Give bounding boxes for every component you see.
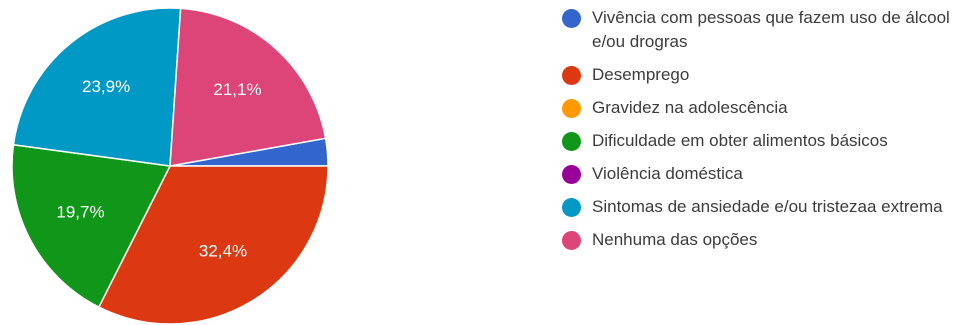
pie-slice-1[interactable] bbox=[97, 165, 329, 325]
legend-item-food-difficulty[interactable]: Dificuldade em obter alimentos básicos bbox=[562, 129, 962, 153]
legend-swatch-icon bbox=[562, 99, 581, 118]
legend-swatch-icon bbox=[562, 165, 581, 184]
legend-item-alcohol-drugs[interactable]: Vivência com pessoas que fazem uso de ál… bbox=[562, 6, 962, 54]
pie-slice-5[interactable] bbox=[12, 7, 182, 167]
slice-label-1: 32,4% bbox=[199, 242, 247, 261]
slice-label-5: 23,9% bbox=[82, 77, 130, 96]
legend-label: Sintomas de ansiedade e/ou tristezaa ext… bbox=[592, 197, 943, 216]
legend-swatch-icon bbox=[562, 66, 581, 85]
legend-label: Vivência com pessoas que fazem uso de ál… bbox=[592, 8, 950, 51]
legend-swatch-icon bbox=[562, 9, 581, 28]
legend-item-anxiety-sadness[interactable]: Sintomas de ansiedade e/ou tristezaa ext… bbox=[562, 195, 962, 219]
legend-item-none[interactable]: Nenhuma das opções bbox=[562, 228, 962, 252]
legend-item-teen-pregnancy[interactable]: Gravidez na adolescência bbox=[562, 96, 962, 120]
pie-chart-svg: 32,4% 19,7% 23,9% 21,1% bbox=[11, 7, 329, 325]
pie-slice-6[interactable] bbox=[169, 7, 327, 167]
legend-label: Nenhuma das opções bbox=[592, 230, 758, 249]
legend-label: Desemprego bbox=[592, 65, 690, 84]
slice-label-3: 19,7% bbox=[56, 203, 104, 222]
legend: Vivência com pessoas que fazem uso de ál… bbox=[562, 6, 962, 261]
legend-label: Gravidez na adolescência bbox=[592, 98, 788, 117]
legend-item-domestic-violence[interactable]: Violência doméstica bbox=[562, 162, 962, 186]
legend-swatch-icon bbox=[562, 198, 581, 217]
legend-label: Dificuldade em obter alimentos básicos bbox=[592, 131, 888, 150]
pie-slice-3[interactable] bbox=[11, 143, 172, 309]
legend-swatch-icon bbox=[562, 231, 581, 250]
legend-item-unemployment[interactable]: Desemprego bbox=[562, 63, 962, 87]
legend-label: Violência doméstica bbox=[592, 164, 743, 183]
slice-label-6: 21,1% bbox=[213, 80, 261, 99]
legend-swatch-icon bbox=[562, 132, 581, 151]
